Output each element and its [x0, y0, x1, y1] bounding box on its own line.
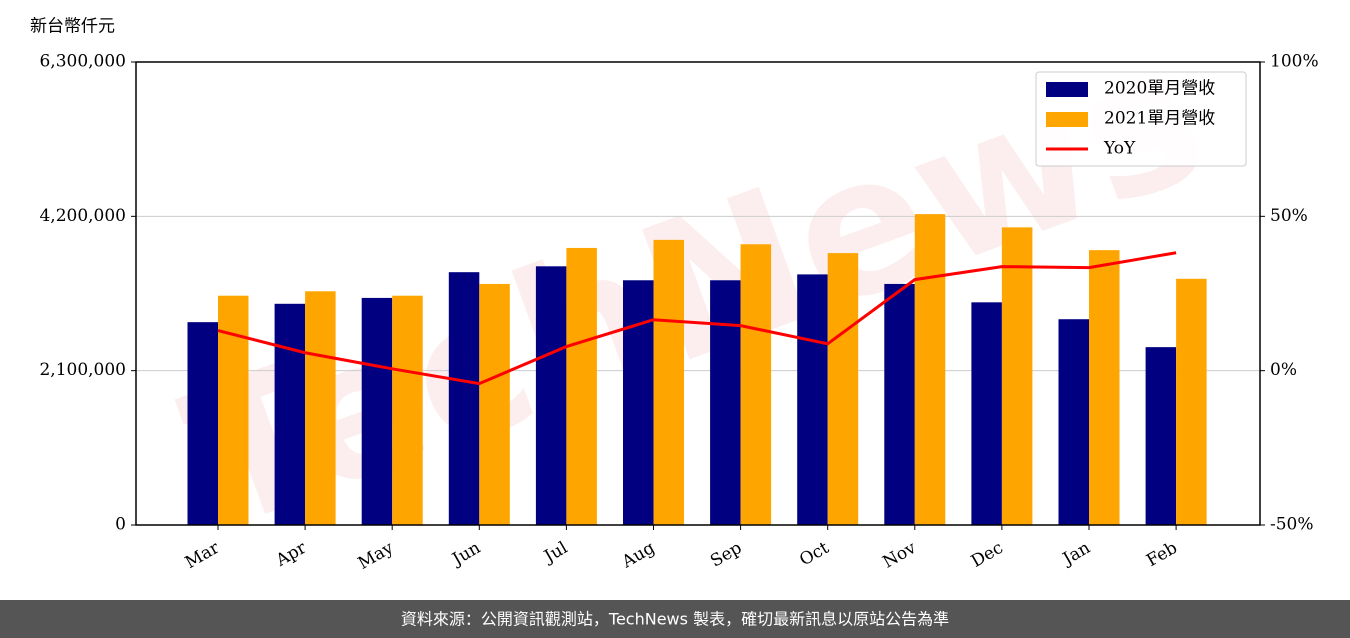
x-tick-label: Jan — [1058, 538, 1094, 570]
legend-swatch — [1046, 112, 1088, 127]
x-tick-label: May — [355, 538, 398, 574]
bar — [827, 253, 859, 526]
source-note: 資料來源：公開資訊觀測站，TechNews 製表，確切最新訊息以原站公告為準 — [401, 610, 949, 629]
x-tick-label: Sep — [707, 538, 745, 572]
bar — [623, 280, 654, 525]
y-axis-label: 新台幣仟元 — [30, 17, 115, 37]
bar — [971, 302, 1002, 525]
bar — [187, 322, 218, 525]
bar — [1145, 347, 1177, 525]
bar — [884, 283, 915, 525]
yoy-line — [217, 251, 1177, 386]
x-tick-label: Feb — [1143, 538, 1181, 571]
bar — [797, 274, 828, 525]
x-tick-label: Jul — [539, 538, 571, 568]
bar — [479, 283, 510, 525]
footer-bar — [0, 600, 1350, 638]
bar — [274, 303, 306, 525]
y2-tick-label: -50% — [1270, 515, 1314, 535]
bar — [392, 295, 423, 525]
y2-tick-label: 50% — [1270, 206, 1308, 226]
y-tick-label: 4,200,000 — [39, 206, 126, 226]
x-tick-label: Nov — [879, 538, 919, 573]
legend-swatch — [1046, 82, 1088, 97]
x-tick-label: Oct — [796, 538, 832, 571]
bar — [914, 214, 946, 525]
x-tick-label: Aug — [618, 538, 659, 573]
bar — [566, 247, 597, 525]
plot-frame — [135, 61, 1261, 526]
bar — [218, 295, 249, 525]
legend-box — [1035, 71, 1247, 167]
bar — [653, 239, 684, 525]
y-tick-label: 6,300,000 — [39, 52, 126, 72]
bar — [361, 297, 393, 525]
bar — [1176, 278, 1207, 525]
y-tick-label: 2,100,000 — [39, 360, 126, 380]
x-tick-label: Dec — [968, 538, 1007, 572]
legend-label: YoY — [1103, 139, 1136, 159]
bar — [1001, 227, 1033, 525]
x-tick-label: Jun — [447, 538, 484, 571]
bar — [448, 272, 480, 525]
y2-tick-label: 100% — [1270, 52, 1319, 72]
y-tick-label: 0 — [115, 515, 126, 535]
bar — [305, 291, 336, 525]
bar — [1058, 319, 1089, 525]
legend-label: 2020單月營收 — [1104, 79, 1215, 99]
x-tick-label: Mar — [182, 537, 224, 573]
bar — [1089, 250, 1120, 525]
bar — [740, 244, 772, 525]
bar — [535, 266, 567, 525]
bar — [710, 280, 741, 525]
legend-label: 2021單月營收 — [1104, 109, 1215, 129]
y2-tick-label: 0% — [1270, 360, 1297, 380]
